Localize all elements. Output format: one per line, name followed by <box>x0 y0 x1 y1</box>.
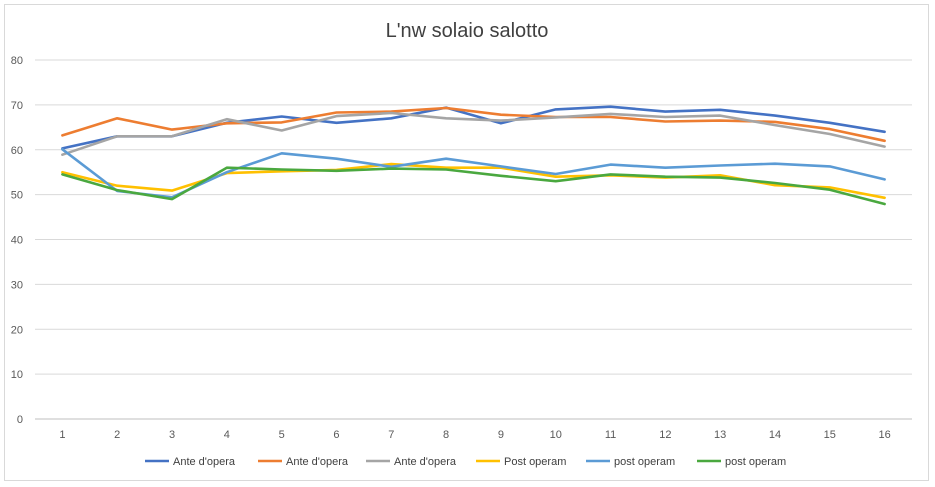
series-line-6 <box>61 166 886 206</box>
x-tick-label: 14 <box>769 429 781 441</box>
chart-title: L'nw solaio salotto <box>386 20 549 42</box>
y-tick-label: 80 <box>11 55 23 67</box>
y-tick-label: 70 <box>11 100 23 112</box>
x-tick-label: 3 <box>169 429 175 441</box>
y-tick-label: 60 <box>11 145 23 157</box>
x-tick-label: 10 <box>550 429 562 441</box>
x-tick-label: 12 <box>659 429 671 441</box>
legend-label-6: post operam <box>725 456 786 468</box>
x-tick-label: 7 <box>388 429 394 441</box>
legend-label-5: post operam <box>614 456 675 468</box>
y-tick-label: 40 <box>11 235 23 247</box>
legend-label-2: Ante d'opera <box>286 456 349 468</box>
legend-label-4: Post operam <box>504 456 566 468</box>
series-line-3 <box>61 111 886 156</box>
y-axis-tick-labels: 0 10 20 30 40 50 60 70 80 <box>11 55 23 426</box>
x-tick-label: 1 <box>59 429 65 441</box>
x-tick-label: 4 <box>224 429 230 441</box>
x-tick-label: 11 <box>605 429 616 441</box>
gridlines <box>35 59 912 420</box>
x-tick-label: 9 <box>498 429 504 441</box>
y-tick-label: 20 <box>11 324 23 336</box>
series-lines <box>61 105 886 206</box>
x-tick-label: 5 <box>279 429 285 441</box>
series-line-1 <box>61 105 886 150</box>
x-tick-label: 13 <box>714 429 726 441</box>
x-tick-label: 6 <box>333 429 339 441</box>
x-tick-label: 16 <box>878 429 890 441</box>
chart-frame <box>4 4 929 481</box>
x-tick-label: 8 <box>443 429 449 441</box>
x-tick-label: 2 <box>114 429 120 441</box>
y-tick-label: 10 <box>11 369 23 381</box>
legend-label-3: Ante d'opera <box>394 456 457 468</box>
x-axis-tick-labels: 1 2 3 4 5 6 7 8 9 10 11 12 13 14 15 16 <box>59 429 890 441</box>
legend-label-1: Ante d'opera <box>173 456 236 468</box>
legend: Ante d'opera Ante d'opera Ante d'opera Post… <box>145 456 786 468</box>
y-tick-label: 50 <box>11 190 23 202</box>
y-tick-label: 30 <box>11 279 23 291</box>
y-tick-label: 0 <box>17 414 23 426</box>
x-tick-label: 15 <box>824 429 836 441</box>
